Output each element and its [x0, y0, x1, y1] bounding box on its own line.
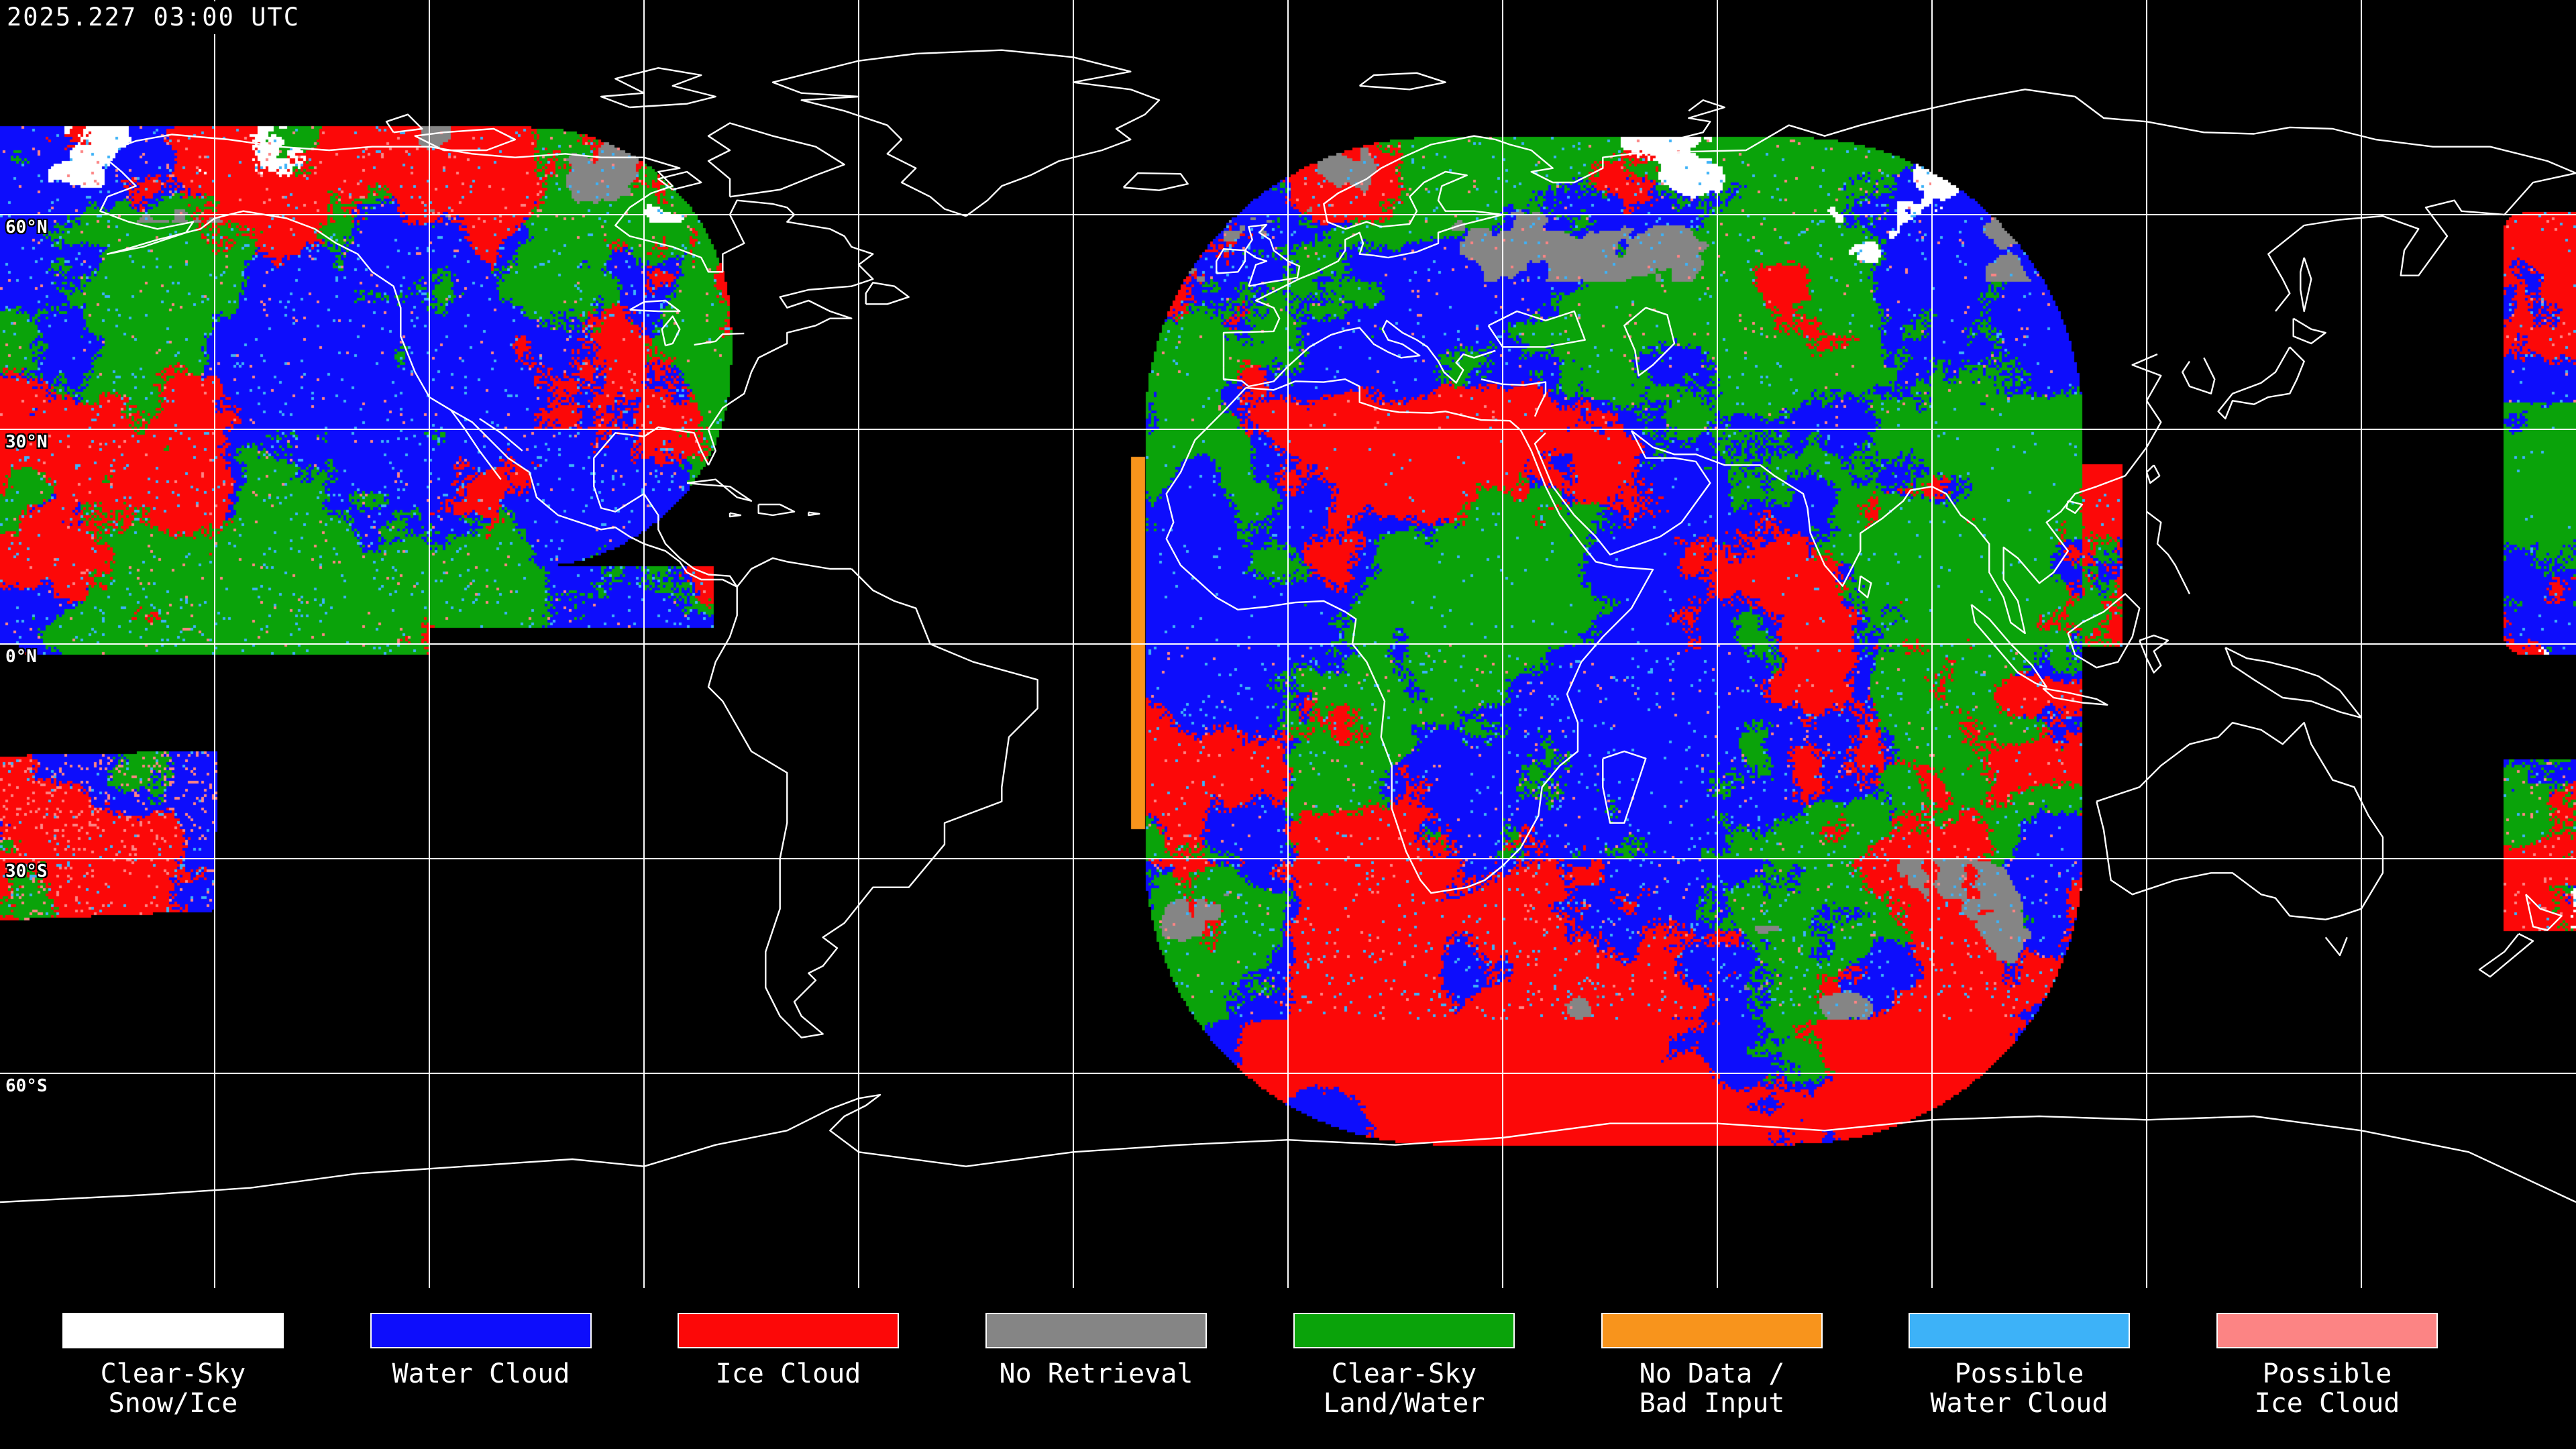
coastline-path [771, 49, 1161, 217]
legend-item-clear-sky-land-water: Clear-Sky Land/Water [1250, 1288, 1558, 1449]
legend-label-possible-water-cloud: Possible Water Cloud [1930, 1358, 2108, 1419]
coastline-path [2224, 647, 2363, 719]
legend-label-clear-sky-land-water: Clear-Sky Land/Water [1323, 1358, 1485, 1419]
latitude-label: 60°S [5, 1076, 48, 1096]
coastline-path [707, 122, 845, 198]
coastline-path [1481, 378, 1547, 417]
coastline-path [600, 67, 716, 109]
coastline-path [2300, 257, 2312, 313]
coastline-path [757, 503, 796, 517]
coastline-path [2182, 357, 2216, 394]
legend-item-possible-ice-cloud: Possible Ice Cloud [2173, 1288, 2481, 1449]
coastline-path [707, 557, 1038, 1038]
coastline-path [2146, 511, 2191, 594]
coastline-path [1970, 604, 2047, 688]
coastline-path [1216, 248, 1246, 274]
legend-swatch-clear-sky-snow-ice [62, 1313, 284, 1348]
coastline-path [729, 512, 742, 518]
coastline-path [2267, 172, 2576, 312]
legend-item-no-data-bad-input: No Data / Bad Input [1558, 1288, 1866, 1449]
latitude-label: 30°S [5, 861, 48, 881]
coastline-path [865, 282, 910, 305]
coastline-path [686, 478, 753, 502]
legend-item-ice-cloud: Ice Cloud [634, 1288, 943, 1449]
legend-item-clear-sky-snow-ice: Clear-Sky Snow/Ice [19, 1288, 327, 1449]
world-coastlines [0, 49, 2576, 1203]
coastline-path [1122, 172, 1189, 191]
coastline-path [657, 170, 702, 191]
legend-label-water-cloud: Water Cloud [392, 1358, 570, 1389]
legend-bar: Clear-Sky Snow/Ice Water Cloud Ice Cloud No… [0, 1288, 2576, 1449]
coastline-path [414, 127, 517, 152]
legend-swatch-clear-sky-land-water [1293, 1313, 1515, 1348]
coastline-path [1602, 750, 1647, 824]
coastline-path [2292, 317, 2326, 345]
graticule [0, 0, 2576, 1288]
coastline-path [808, 511, 820, 517]
coastline-path [1487, 310, 1586, 348]
legend-swatch-possible-water-cloud [1909, 1313, 2130, 1348]
coastline-path [1222, 319, 1496, 388]
timestamp-label: 2025.227 03:00 UTC [4, 1, 307, 34]
coastline-path [1222, 135, 1632, 368]
coastline-path [2145, 464, 2161, 484]
coastline-path [2217, 346, 2305, 420]
legend-label-clear-sky-snow-ice: Clear-Sky Snow/Ice [100, 1358, 246, 1419]
legend-label-ice-cloud: Ice Cloud [715, 1358, 861, 1389]
coastline-path [2139, 635, 2169, 674]
legend-item-possible-water-cloud: Possible Water Cloud [1865, 1288, 2174, 1449]
coastline-path [2096, 722, 2384, 920]
legend-label-no-retrieval: No Retrieval [999, 1358, 1193, 1389]
coastline-path [479, 418, 523, 451]
coastline-path [99, 133, 874, 588]
map-overlay [0, 0, 2576, 1288]
coastline-path [385, 113, 423, 133]
coastline-path [2042, 687, 2108, 706]
coastline-path [629, 299, 681, 313]
coastline-path [1623, 307, 1676, 377]
legend-swatch-ice-cloud [678, 1313, 899, 1348]
legend-swatch-water-cloud [370, 1313, 592, 1348]
legend-label-possible-ice-cloud: Possible Ice Cloud [2254, 1358, 2400, 1419]
coastline-path [1858, 575, 1872, 598]
coastline-path [2324, 936, 2348, 957]
coastline-path [694, 332, 745, 346]
legend-item-water-cloud: Water Cloud [327, 1288, 635, 1449]
coastline-path [1165, 378, 1654, 894]
legend-swatch-possible-ice-cloud [2216, 1313, 2438, 1348]
coastline-path [1244, 223, 1301, 287]
coastline-path [450, 409, 502, 480]
coastline-path [1631, 353, 2162, 635]
legend-swatch-no-retrieval [985, 1313, 1207, 1348]
coastline-path [2478, 932, 2534, 978]
coastline-path [1534, 430, 1711, 555]
coastline-path [2067, 593, 2141, 669]
latitude-label: 60°N [5, 217, 48, 237]
legend-label-no-data-bad-input: No Data / Bad Input [1639, 1358, 1785, 1419]
coastline-path [1358, 72, 1446, 91]
latitude-label: 30°N [5, 432, 48, 452]
coastline-path [661, 315, 681, 347]
coastline-path [1631, 89, 2576, 174]
latitude-label: 0°N [5, 647, 37, 667]
coastline-path [1674, 99, 1725, 141]
coastline-path [0, 1093, 2576, 1203]
legend-item-no-retrieval: No Retrieval [942, 1288, 1250, 1449]
coastline-path [2065, 500, 2084, 514]
legend-swatch-no-data-bad-input [1601, 1313, 1823, 1348]
coastline-path [2525, 894, 2563, 931]
